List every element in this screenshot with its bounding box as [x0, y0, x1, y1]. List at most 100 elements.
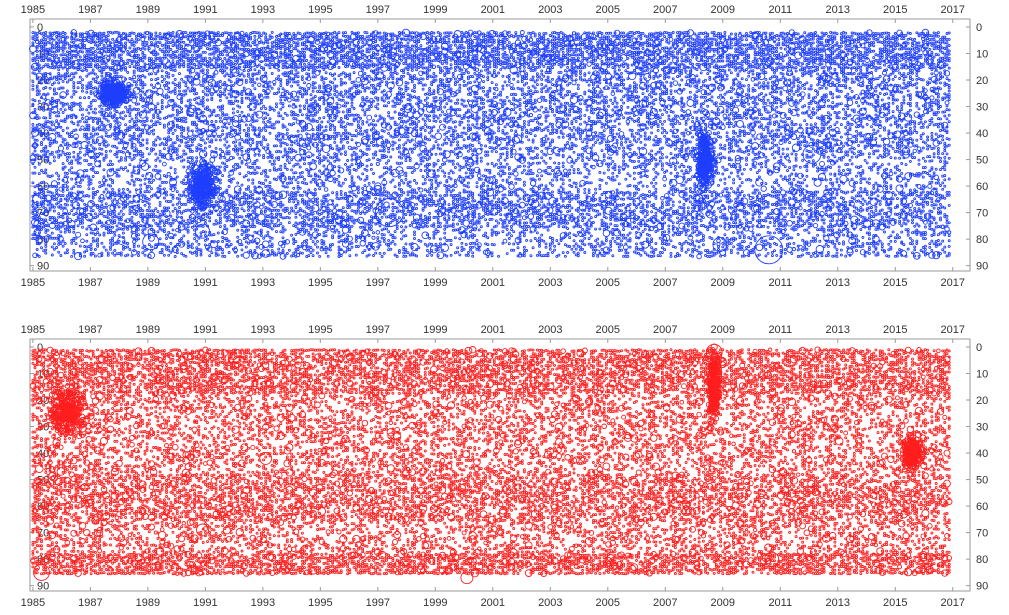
data-point [56, 76, 58, 78]
data-point [101, 200, 103, 202]
data-point [49, 42, 51, 44]
data-point [41, 247, 43, 249]
data-point [239, 121, 241, 123]
data-point [241, 150, 243, 152]
data-point [293, 38, 295, 40]
data-point [291, 148, 293, 150]
data-point [226, 189, 228, 191]
data-point [120, 167, 122, 169]
data-point [235, 141, 237, 143]
data-point [288, 136, 290, 138]
data-point [77, 124, 79, 126]
data-point [196, 147, 198, 149]
data-point [142, 87, 144, 89]
data-point [207, 138, 209, 140]
data-point [179, 106, 181, 108]
data-point [114, 195, 116, 197]
data-point [140, 142, 142, 144]
data-point [142, 97, 144, 99]
data-point [146, 117, 148, 119]
data-point [157, 70, 159, 72]
data-point [153, 38, 155, 40]
data-point [288, 222, 290, 224]
data-point [66, 198, 68, 200]
data-point [260, 51, 262, 53]
data-point [148, 244, 150, 246]
data-point [138, 234, 140, 236]
data-point [263, 136, 265, 138]
data-point [269, 57, 271, 59]
data-point [60, 66, 62, 68]
data-point [241, 39, 243, 41]
data-point [293, 48, 295, 50]
data-point [58, 50, 60, 52]
x-tick-label-top: 2015 [883, 4, 907, 16]
data-point [288, 81, 290, 83]
data-point [157, 58, 159, 60]
data-point [284, 99, 286, 101]
data-point [286, 168, 288, 170]
data-point [146, 201, 148, 203]
data-point [250, 191, 252, 193]
data-point [75, 183, 77, 185]
data-point [271, 246, 273, 248]
data-point [138, 120, 140, 122]
data-point [125, 67, 127, 69]
data-point [317, 111, 319, 113]
data-point [286, 253, 288, 255]
data-point [258, 32, 260, 34]
data-point [293, 176, 295, 178]
data-point [222, 84, 224, 86]
data-point [168, 231, 170, 233]
data-point [280, 139, 282, 141]
data-point [202, 219, 204, 221]
data-point [306, 45, 308, 47]
data-point [73, 231, 75, 233]
data-point [58, 243, 60, 245]
data-point [151, 96, 153, 98]
data-point [94, 100, 96, 102]
data-point [170, 91, 172, 93]
data-point [304, 225, 306, 227]
data-point [200, 35, 202, 37]
data-point [317, 121, 319, 123]
data-point [204, 59, 206, 61]
data-point [107, 45, 109, 47]
data-point [219, 106, 221, 108]
data-point [73, 73, 75, 75]
data-point [172, 31, 174, 33]
data-point [263, 69, 265, 71]
data-point [269, 60, 271, 62]
data-point [64, 139, 66, 141]
data-point [295, 38, 297, 40]
data-point [131, 201, 133, 203]
data-point [204, 222, 206, 224]
data-point [116, 225, 118, 227]
data-point [265, 38, 267, 40]
x-tick-label-top: 2013 [826, 4, 850, 16]
data-point [241, 111, 243, 113]
data-point [245, 194, 247, 196]
data-point [92, 192, 94, 194]
data-point [191, 47, 193, 49]
data-point [185, 176, 187, 178]
data-point [222, 108, 224, 110]
data-point [101, 148, 103, 150]
data-point [276, 225, 278, 227]
data-point [228, 123, 230, 125]
data-point [280, 165, 282, 167]
data-point [181, 156, 183, 158]
data-point [310, 111, 312, 113]
data-point [155, 59, 157, 61]
data-point [191, 150, 193, 152]
data-point [159, 66, 161, 68]
data-point [66, 93, 68, 95]
data-point [284, 167, 286, 169]
data-point [146, 139, 148, 141]
data-point [207, 72, 209, 74]
data-point [73, 228, 75, 230]
data-point [129, 66, 131, 68]
data-point [92, 253, 94, 255]
data-point [269, 245, 271, 247]
data-point [38, 232, 40, 234]
